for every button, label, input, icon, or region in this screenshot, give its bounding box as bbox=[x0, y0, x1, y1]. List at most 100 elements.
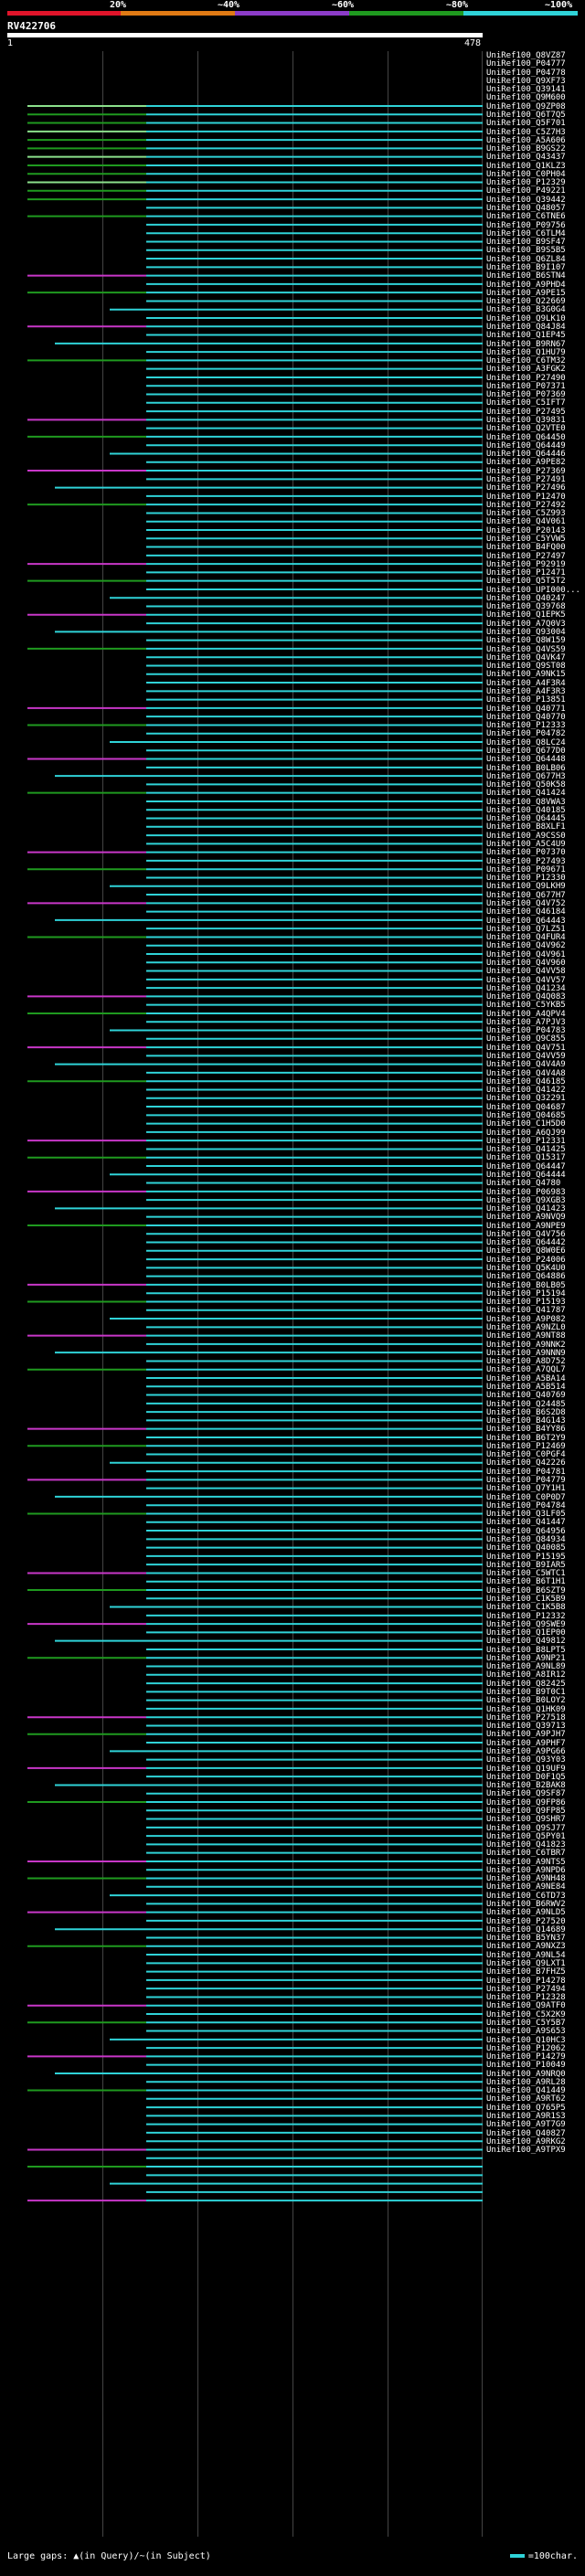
hit-label[interactable]: UniRef100_P92919 bbox=[486, 559, 566, 569]
hit-label[interactable]: UniRef100_C5IFT7 bbox=[486, 398, 566, 408]
hit-label[interactable]: UniRef100_P07369 bbox=[486, 390, 566, 400]
hit-label[interactable]: UniRef100_P27497 bbox=[486, 551, 566, 561]
hit-label[interactable]: UniRef100_B0LB06 bbox=[486, 763, 566, 773]
hit-label[interactable]: UniRef100_Q48057 bbox=[486, 204, 566, 214]
hit-label[interactable]: UniRef100_A3FGK2 bbox=[486, 365, 566, 375]
hit-label[interactable]: UniRef100_Q9LK10 bbox=[486, 313, 566, 323]
hit-label[interactable]: UniRef100_A5B514 bbox=[486, 1382, 566, 1392]
hit-label[interactable]: UniRef100_B6RWV2 bbox=[486, 1900, 566, 1910]
hit-label[interactable]: UniRef100_Q04687 bbox=[486, 1102, 566, 1112]
hit-label[interactable]: UniRef100_B9I107 bbox=[486, 263, 566, 272]
hit-label[interactable]: UniRef100_Q9FP86 bbox=[486, 1797, 566, 1807]
hit-label[interactable]: UniRef100_A9R1S3 bbox=[486, 2112, 566, 2122]
hit-label[interactable]: UniRef100_P27491 bbox=[486, 475, 566, 484]
hit-label[interactable]: UniRef100_Q9LXT1 bbox=[486, 1959, 566, 1968]
hit-label[interactable]: UniRef100_UPI000... bbox=[486, 585, 580, 595]
hit-label[interactable]: UniRef100_P04783 bbox=[486, 1026, 566, 1036]
hit-label[interactable]: UniRef100_A9PE15 bbox=[486, 288, 566, 298]
hit-label[interactable]: UniRef100_B8LPT5 bbox=[486, 1645, 566, 1655]
hit-label[interactable]: UniRef100_Q4V061 bbox=[486, 517, 566, 527]
hit-label[interactable]: UniRef100_P10049 bbox=[486, 2061, 566, 2071]
hit-label[interactable]: UniRef100_P04778 bbox=[486, 68, 566, 78]
hit-label[interactable]: UniRef100_Q41447 bbox=[486, 1518, 566, 1528]
hit-label[interactable]: UniRef100_B3G0G4 bbox=[486, 305, 566, 315]
hit-label[interactable]: UniRef100_A4F3R3 bbox=[486, 687, 566, 696]
hit-label[interactable]: UniRef100_Q41425 bbox=[486, 1145, 566, 1155]
hit-label[interactable]: UniRef100_A9PE82 bbox=[486, 458, 566, 468]
hit-label[interactable]: UniRef100_A9T7G9 bbox=[486, 2120, 566, 2130]
hit-label[interactable]: UniRef100_P15194 bbox=[486, 1288, 566, 1299]
hit-label[interactable]: UniRef100_Q8VZ87 bbox=[486, 51, 566, 60]
hit-label[interactable]: UniRef100_Q4V960 bbox=[486, 958, 566, 968]
hit-label[interactable]: UniRef100_Q9SHR7 bbox=[486, 1815, 566, 1825]
hit-label[interactable]: UniRef100_Q40185 bbox=[486, 805, 566, 815]
hit-label[interactable]: UniRef100_B9T0C1 bbox=[486, 1688, 566, 1698]
hit-label[interactable]: UniRef100_Q64450 bbox=[486, 432, 566, 442]
hit-label[interactable]: UniRef100_P04782 bbox=[486, 729, 566, 739]
hit-label[interactable]: UniRef100_P04784 bbox=[486, 1500, 566, 1511]
hit-label[interactable]: UniRef100_P12469 bbox=[486, 1441, 566, 1451]
hit-label[interactable]: UniRef100_Q22669 bbox=[486, 297, 566, 307]
hit-label[interactable]: UniRef100_Q14689 bbox=[486, 1924, 566, 1935]
hit-label[interactable]: UniRef100_Q9FP85 bbox=[486, 1806, 566, 1816]
hit-label[interactable]: UniRef100_P06983 bbox=[486, 1187, 566, 1197]
hit-label[interactable]: UniRef100_Q49812 bbox=[486, 1637, 566, 1647]
hit-label[interactable]: UniRef100_B6SZT9 bbox=[486, 1585, 566, 1595]
hit-label[interactable]: UniRef100_B0LOY2 bbox=[486, 1696, 566, 1706]
hit-label[interactable]: UniRef100_B9GS22 bbox=[486, 144, 566, 154]
hit-label[interactable]: UniRef100_Q4VV59 bbox=[486, 1052, 566, 1062]
hit-label[interactable]: UniRef100_Q43437 bbox=[486, 153, 566, 163]
hit-label[interactable]: UniRef100_Q8LC24 bbox=[486, 737, 566, 747]
hit-label[interactable]: UniRef100_B6T2Y9 bbox=[486, 1433, 566, 1443]
hit-label[interactable]: UniRef100_Q3LF05 bbox=[486, 1510, 566, 1520]
hit-label[interactable]: UniRef100_B9S5B5 bbox=[486, 246, 566, 256]
hit-label[interactable]: UniRef100_C6TNE6 bbox=[486, 212, 566, 222]
hit-label[interactable]: UniRef100_Q64443 bbox=[486, 916, 566, 926]
hit-label[interactable]: UniRef100_Q4V4A9 bbox=[486, 1060, 566, 1070]
hit-label[interactable]: UniRef100_P13851 bbox=[486, 695, 566, 705]
hit-label[interactable]: UniRef100_Q8W159 bbox=[486, 636, 566, 646]
hit-label[interactable]: UniRef100_Q93004 bbox=[486, 628, 566, 638]
hit-label[interactable]: UniRef100_Q4V962 bbox=[486, 941, 566, 951]
hit-label[interactable]: UniRef100_Q1HU79 bbox=[486, 347, 566, 357]
hit-label[interactable]: UniRef100_P12470 bbox=[486, 492, 566, 502]
hit-label[interactable]: UniRef100_Q82425 bbox=[486, 1679, 566, 1689]
hit-label[interactable]: UniRef100_Q2VTE0 bbox=[486, 424, 566, 434]
hit-label[interactable]: UniRef100_A6QJ99 bbox=[486, 1128, 566, 1138]
hit-label[interactable]: UniRef100_P14278 bbox=[486, 1976, 566, 1986]
hit-label[interactable]: UniRef100_Q93Y03 bbox=[486, 1755, 566, 1765]
hit-label[interactable]: UniRef100_C6TBR7 bbox=[486, 1849, 566, 1859]
hit-label[interactable]: UniRef100_A9PG66 bbox=[486, 1747, 566, 1756]
hit-label[interactable]: UniRef100_Q4V756 bbox=[486, 1229, 566, 1239]
hit-label[interactable]: UniRef100_Q64886 bbox=[486, 1272, 566, 1282]
hit-label[interactable]: UniRef100_B8XLF1 bbox=[486, 822, 566, 832]
hit-label[interactable]: UniRef100_Q4Q083 bbox=[486, 992, 566, 1002]
hit-label[interactable]: UniRef100_C5YKB5 bbox=[486, 1001, 566, 1011]
hit-label[interactable]: UniRef100_Q41787 bbox=[486, 1306, 566, 1316]
hit-label[interactable]: UniRef100_A5BA14 bbox=[486, 1373, 566, 1383]
hit-label[interactable]: UniRef100_Q4FUR4 bbox=[486, 933, 566, 943]
hit-label[interactable]: UniRef100_B4YY86 bbox=[486, 1425, 566, 1435]
hit-label[interactable]: UniRef100_Q46184 bbox=[486, 907, 566, 917]
hit-label[interactable]: UniRef100_A9NZL0 bbox=[486, 1323, 566, 1332]
hit-label[interactable]: UniRef100_P12062 bbox=[486, 2043, 566, 2053]
hit-label[interactable]: UniRef100_C1K5B9 bbox=[486, 1594, 566, 1604]
hit-label[interactable]: UniRef100_Q4VV58 bbox=[486, 967, 566, 977]
hit-label[interactable]: UniRef100_A8IR12 bbox=[486, 1670, 566, 1680]
hit-label[interactable]: UniRef100_Q9XGB3 bbox=[486, 1195, 566, 1205]
hit-label[interactable]: UniRef100_A4F3R4 bbox=[486, 678, 566, 688]
hit-label[interactable]: UniRef100_A9NP21 bbox=[486, 1653, 566, 1663]
hit-label[interactable]: UniRef100_P12330 bbox=[486, 874, 566, 884]
hit-label[interactable]: UniRef100_Q32291 bbox=[486, 1094, 566, 1104]
hit-label[interactable]: UniRef100_Q9SJ77 bbox=[486, 1823, 566, 1833]
hit-label[interactable]: UniRef100_Q9C855 bbox=[486, 1034, 566, 1044]
hit-label[interactable]: UniRef100_P15193 bbox=[486, 1298, 566, 1308]
hit-label[interactable]: UniRef100_P49221 bbox=[486, 186, 566, 196]
hit-label[interactable]: UniRef100_Q9XF73 bbox=[486, 76, 566, 86]
hit-label[interactable]: UniRef100_B6STN4 bbox=[486, 271, 566, 281]
hit-label[interactable]: UniRef100_P27518 bbox=[486, 1712, 566, 1723]
hit-label[interactable]: UniRef100_A9NNK2 bbox=[486, 1340, 566, 1350]
hit-label[interactable]: UniRef100_Q41423 bbox=[486, 1204, 566, 1214]
hit-label[interactable]: UniRef100_Q1EP45 bbox=[486, 331, 566, 341]
hit-label[interactable]: UniRef100_A7Q0V3 bbox=[486, 619, 566, 629]
